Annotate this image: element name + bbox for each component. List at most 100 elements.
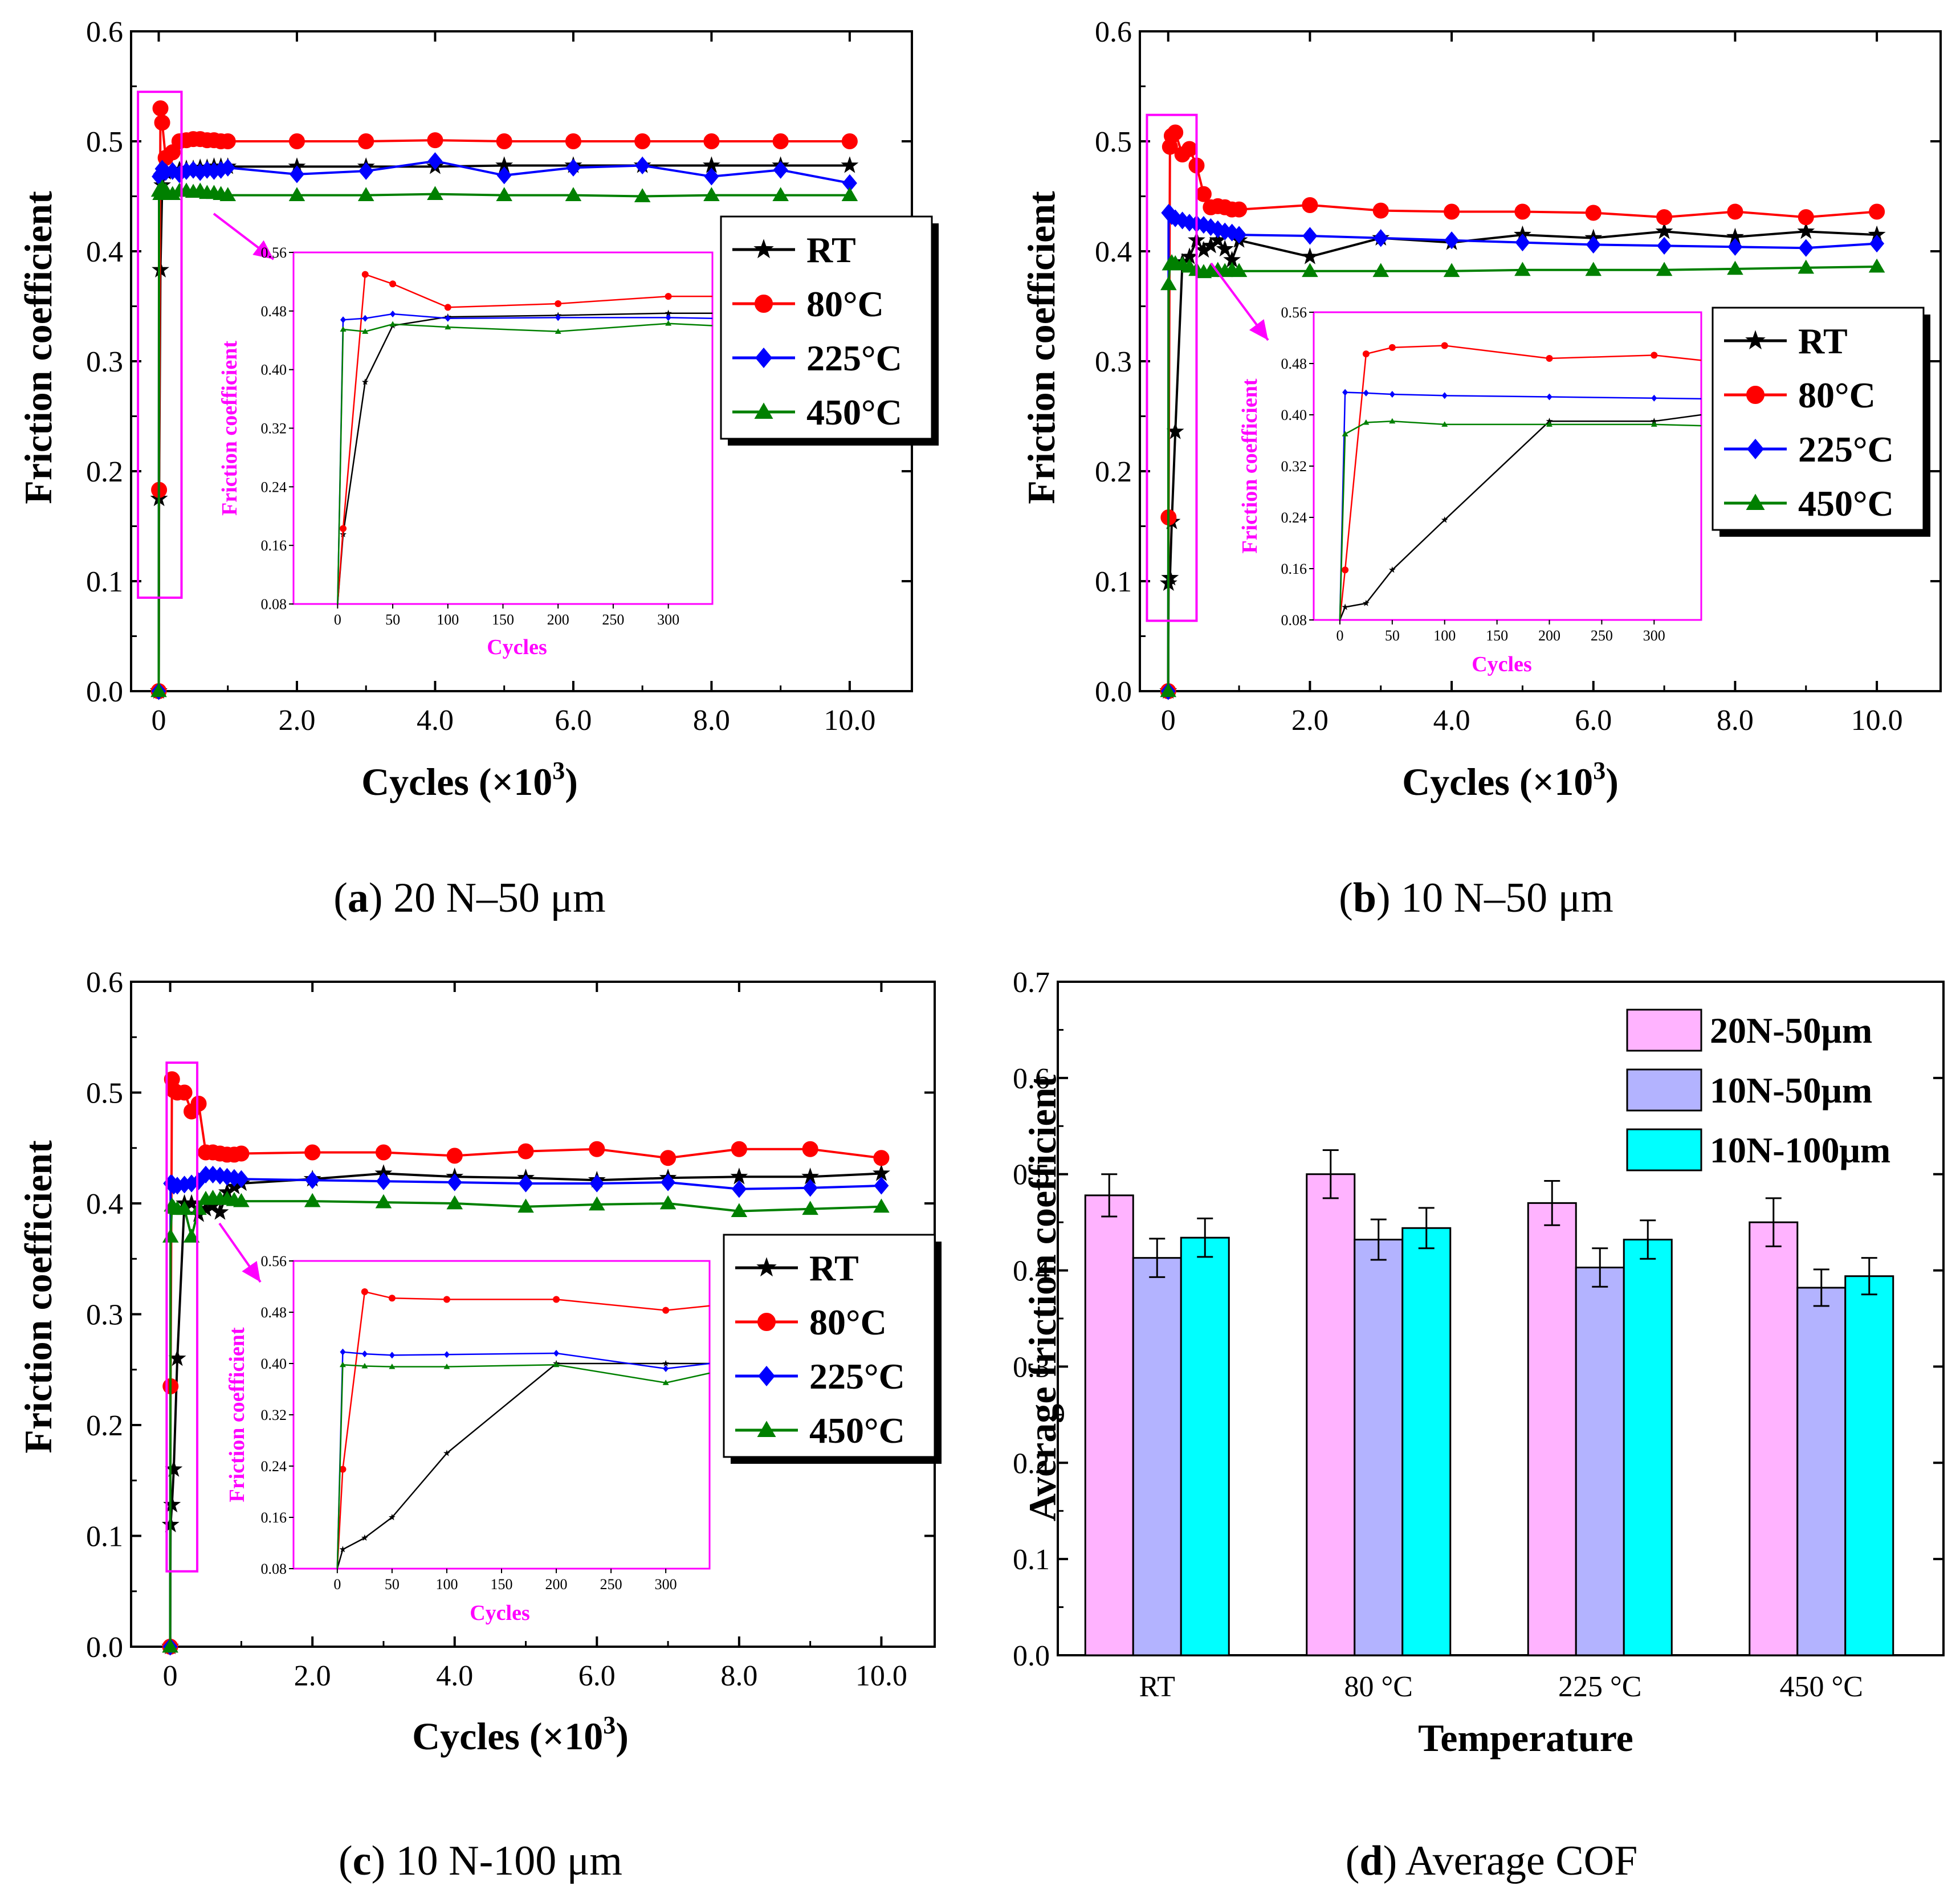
x-tick-label: 0 xyxy=(151,704,166,737)
inset-y-axis-label: Friction coefficient xyxy=(225,1327,249,1502)
bar-10N-50μm xyxy=(1354,1239,1404,1656)
data-point-80°C xyxy=(1372,202,1389,219)
data-point-80°C xyxy=(1167,124,1184,141)
data-point-225°C xyxy=(1657,236,1672,255)
x-tick-label: 8.0 xyxy=(720,1660,757,1692)
inset-point-RT xyxy=(665,309,672,316)
inset-y-tick-label: 0.16 xyxy=(261,1509,287,1526)
y-tick-label: 0.1 xyxy=(86,1521,123,1553)
data-point-80°C xyxy=(1656,209,1673,226)
data-point-225°C xyxy=(1586,235,1601,254)
inset-point-225°C xyxy=(443,1351,450,1358)
y-tick-label: 0.3 xyxy=(86,1299,123,1332)
data-point-450°C xyxy=(1230,263,1248,277)
inset-point-450°C xyxy=(389,321,396,326)
inset-y-tick-label: 0.32 xyxy=(261,1407,287,1423)
data-point-RT xyxy=(1726,227,1744,245)
data-point-RT xyxy=(1301,247,1319,264)
inset-y-tick-label: 0.56 xyxy=(261,244,287,261)
legend-swatch-10N-50μm xyxy=(1626,1068,1702,1112)
legend-marker-80°C xyxy=(757,1313,776,1331)
inset-point-225°C xyxy=(1389,391,1395,398)
data-point-225°C xyxy=(1168,209,1183,227)
legend-box xyxy=(720,215,933,440)
bar-10N-100μm xyxy=(1180,1236,1230,1656)
data-point-80°C xyxy=(496,133,512,149)
inset-y-tick-label: 0.40 xyxy=(261,362,287,378)
legend-label-80°C: 80°C xyxy=(806,284,884,324)
inset-point-80°C xyxy=(443,1296,450,1303)
legend-marker-80°C xyxy=(755,295,773,313)
x-axis-label: Temperature xyxy=(1418,1716,1633,1760)
y-tick-label: 0.0 xyxy=(1095,676,1132,708)
inset-line-225°C xyxy=(337,313,713,605)
inset-point-450°C xyxy=(1651,421,1657,427)
caption-b: (b) 10 N–50 μm xyxy=(1339,875,1613,921)
legend-marker-450°C xyxy=(1746,493,1765,510)
data-point-450°C xyxy=(1372,263,1389,277)
inset-x-tick-label: 150 xyxy=(492,611,514,628)
y-tick-label: 0.2 xyxy=(1013,1447,1050,1480)
bar-10N-50μm xyxy=(1132,1257,1182,1656)
data-point-225°C xyxy=(172,165,187,183)
data-point-450°C xyxy=(375,1194,392,1209)
inset-point-225°C xyxy=(665,314,671,321)
y-tick-label: 0.2 xyxy=(1095,456,1132,488)
inset-point-225°C xyxy=(1651,394,1657,402)
inset-line-225°C xyxy=(1339,391,1702,621)
data-point-450°C xyxy=(1514,262,1531,276)
inset-point-RT xyxy=(1651,418,1658,424)
data-point-80°C xyxy=(1514,203,1531,220)
bar-20N-50μm xyxy=(1749,1221,1799,1656)
data-point-450°C xyxy=(150,683,167,697)
y-tick-label: 0.5 xyxy=(86,1077,123,1110)
inset-x-tick-label: 50 xyxy=(385,1576,400,1593)
data-point-80°C xyxy=(375,1144,392,1161)
data-point-225°C xyxy=(842,174,857,192)
inset-point-RT xyxy=(1342,603,1349,610)
y-axis-label: Average friction coefficient xyxy=(1021,1075,1064,1521)
inset-x-tick-label: 300 xyxy=(1643,627,1665,644)
inset-line-225°C xyxy=(336,1351,710,1569)
legend-label-10N-100μm: 10N-100μm xyxy=(1710,1130,1890,1170)
data-point-450°C xyxy=(589,1196,605,1211)
data-point-225°C xyxy=(1203,218,1219,236)
inset-point-RT xyxy=(361,378,369,385)
data-point-450°C xyxy=(1443,263,1460,277)
inset-x-tick-label: 200 xyxy=(545,1576,568,1593)
inset-point-225°C xyxy=(1342,389,1348,396)
data-point-80°C xyxy=(1585,205,1602,221)
data-point-225°C xyxy=(589,1174,605,1193)
inset-point-450°C xyxy=(1546,421,1553,427)
data-point-450°C xyxy=(1798,259,1815,274)
inset-y-tick-label: 0.48 xyxy=(261,303,287,320)
data-point-80°C xyxy=(1195,186,1212,202)
data-point-450°C xyxy=(1727,260,1743,275)
x-axis-label: Cycles (×103) xyxy=(361,757,578,803)
x-tick-label: 6.0 xyxy=(555,704,592,737)
data-point-450°C xyxy=(233,1193,250,1207)
data-point-RT xyxy=(165,1460,183,1477)
inset-point-RT xyxy=(1441,516,1448,523)
inset-point-225°C xyxy=(663,1365,669,1372)
inset-point-225°C xyxy=(340,1348,346,1356)
data-point-450°C xyxy=(1656,262,1673,276)
data-point-80°C xyxy=(358,133,374,149)
data-point-RT xyxy=(168,1349,186,1366)
data-point-80°C xyxy=(288,133,305,149)
inset-y-tick-label: 0.56 xyxy=(1281,304,1307,321)
y-tick-label: 0.3 xyxy=(1095,346,1132,378)
data-point-225°C xyxy=(496,166,512,185)
inset-point-450°C xyxy=(362,328,369,334)
caption-a: (a) 20 N–50 μm xyxy=(333,875,606,921)
data-point-80°C xyxy=(873,1150,890,1166)
data-point-80°C xyxy=(233,1145,250,1162)
inset-y-tick-label: 0.40 xyxy=(1281,407,1307,423)
legend-label-RT: RT xyxy=(809,1248,859,1288)
data-point-80°C xyxy=(1181,141,1198,157)
inset-point-450°C xyxy=(555,328,561,334)
data-point-80°C xyxy=(1727,203,1743,220)
x-tick-label: 450 °C xyxy=(1780,1671,1863,1703)
legend-swatch-20N-50μm xyxy=(1626,1009,1702,1052)
